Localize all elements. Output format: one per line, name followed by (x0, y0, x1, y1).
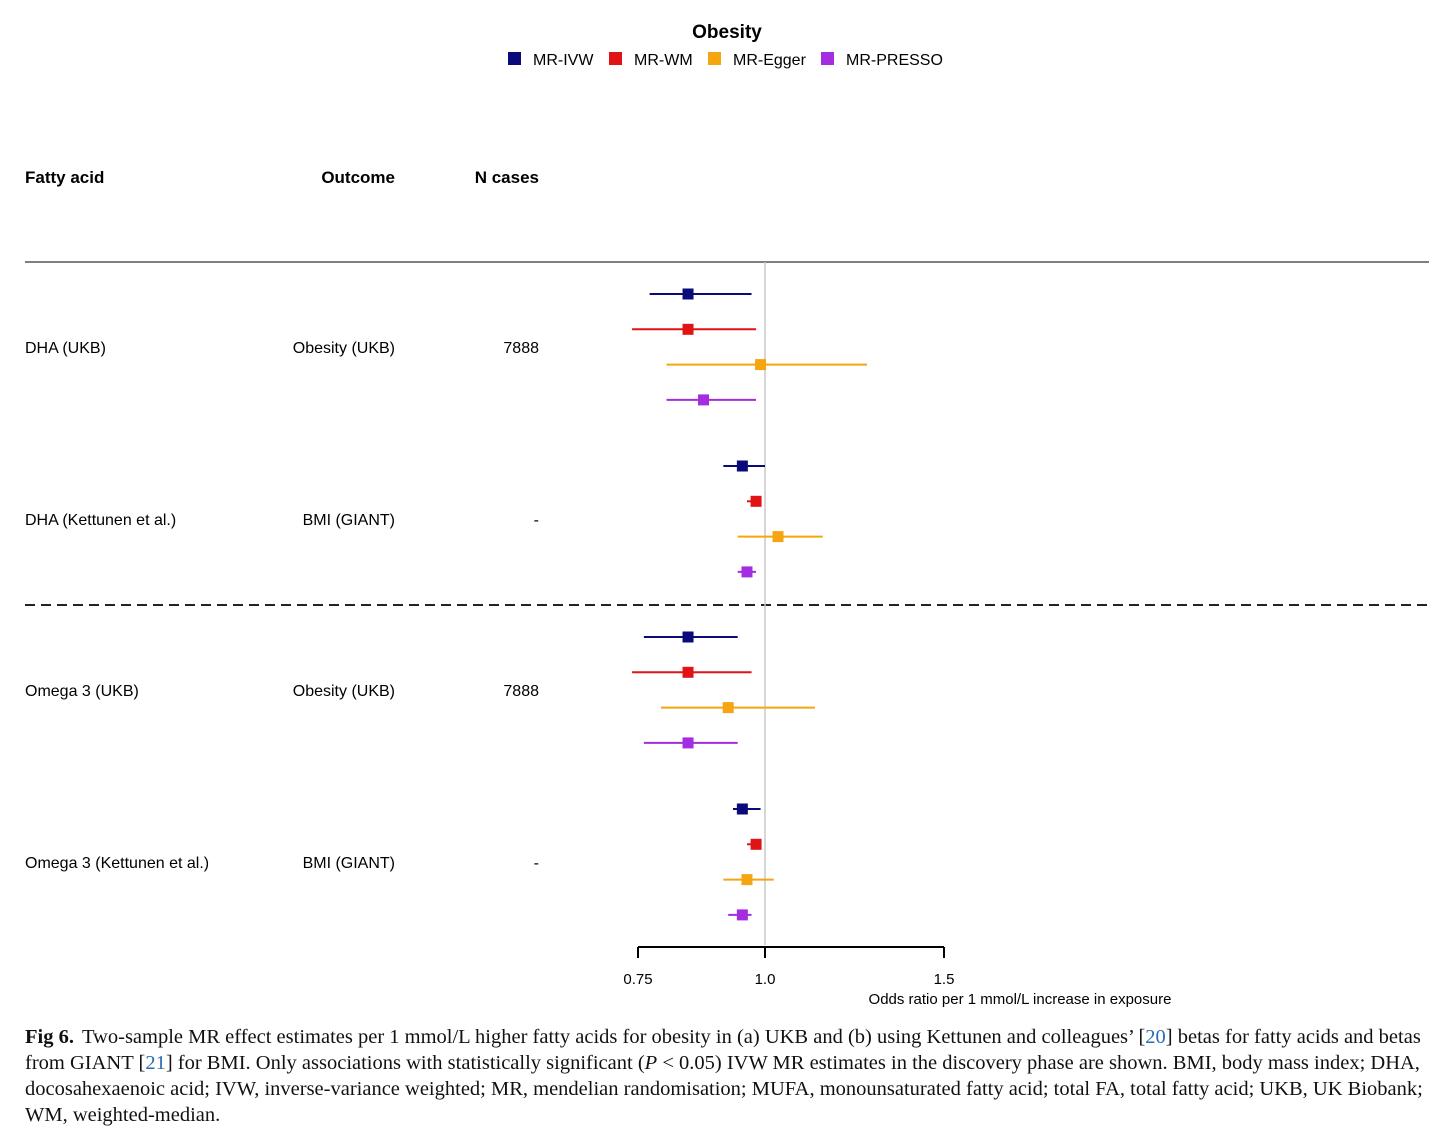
x-axis-label: Odds ratio per 1 mmol/L increase in expo… (869, 991, 1172, 1008)
legend-label: MR-Egger (733, 52, 807, 69)
tick-label: 1.5 (934, 971, 955, 988)
point-estimate (682, 631, 694, 643)
row-fatty-acid: Omega 3 (UKB) (25, 683, 139, 700)
row-n-cases: 7888 (503, 340, 539, 357)
tick-label: 0.75 (623, 971, 652, 988)
forest-plot: Obesity MR-IVW MR-WM MR-Egger MR-PRESSO Fat… (25, 22, 1429, 1008)
row-outcome: Obesity (UKB) (293, 683, 395, 700)
point-estimate (698, 394, 710, 406)
row-outcome: Obesity (UKB) (293, 340, 395, 357)
point-estimate (682, 666, 694, 678)
x-axis: 0.75 1.0 1.5 (623, 946, 955, 988)
point-estimate (750, 838, 762, 850)
point-estimate (741, 874, 753, 886)
caption-p-symbol: P (644, 1052, 658, 1074)
row-n-cases: 7888 (503, 683, 539, 700)
col-header-fatty-acid: Fatty acid (25, 168, 104, 187)
legend-swatch (609, 52, 622, 65)
point-estimate (736, 803, 748, 815)
caption-text: < 0.05) IVW MR estimates in the discover… (25, 1052, 1423, 1126)
point-estimate (772, 531, 784, 543)
row-fatty-acid: DHA (Kettunen et al.) (25, 512, 176, 529)
legend-label: MR-IVW (533, 52, 594, 69)
row-fatty-acid: Omega 3 (Kettunen et al.) (25, 855, 209, 872)
row-n-cases: - (534, 512, 539, 529)
point-estimate (741, 566, 753, 578)
point-estimate (750, 495, 762, 507)
row-fatty-acid: DHA (UKB) (25, 340, 106, 357)
point-estimate (736, 909, 748, 921)
legend-swatch (708, 52, 721, 65)
chart-title: Obesity (692, 22, 762, 43)
legend-swatch (821, 52, 834, 65)
col-header-n-cases: N cases (475, 168, 539, 187)
figure-caption: Fig 6. Two-sample MR effect estimates per… (25, 1024, 1425, 1128)
row-outcome: BMI (GIANT) (303, 512, 395, 529)
point-estimate (736, 460, 748, 472)
legend-swatch (508, 52, 521, 65)
caption-text: ] for BMI. Only associations with statis… (165, 1052, 645, 1074)
caption-text: Two-sample MR effect estimates per 1 mmo… (81, 1026, 1146, 1048)
reference-link-21[interactable]: 21 (145, 1052, 166, 1074)
legend: MR-IVW MR-WM MR-Egger MR-PRESSO (508, 52, 943, 69)
point-estimate (682, 737, 694, 749)
legend-label: MR-PRESSO (846, 52, 943, 69)
point-estimate (722, 702, 734, 714)
reference-link-20[interactable]: 20 (1145, 1026, 1166, 1048)
col-header-outcome: Outcome (321, 168, 395, 187)
point-estimate (755, 359, 767, 371)
tick-label: 1.0 (755, 971, 776, 988)
point-estimate (682, 288, 694, 300)
caption-text: ] betas for fatty acids and betas from G… (25, 1026, 1421, 1074)
point-estimate (682, 323, 694, 335)
legend-label: MR-WM (634, 52, 693, 69)
row-outcome: BMI (GIANT) (303, 855, 395, 872)
row-n-cases: - (534, 855, 539, 872)
caption-label: Fig 6. (25, 1026, 74, 1048)
